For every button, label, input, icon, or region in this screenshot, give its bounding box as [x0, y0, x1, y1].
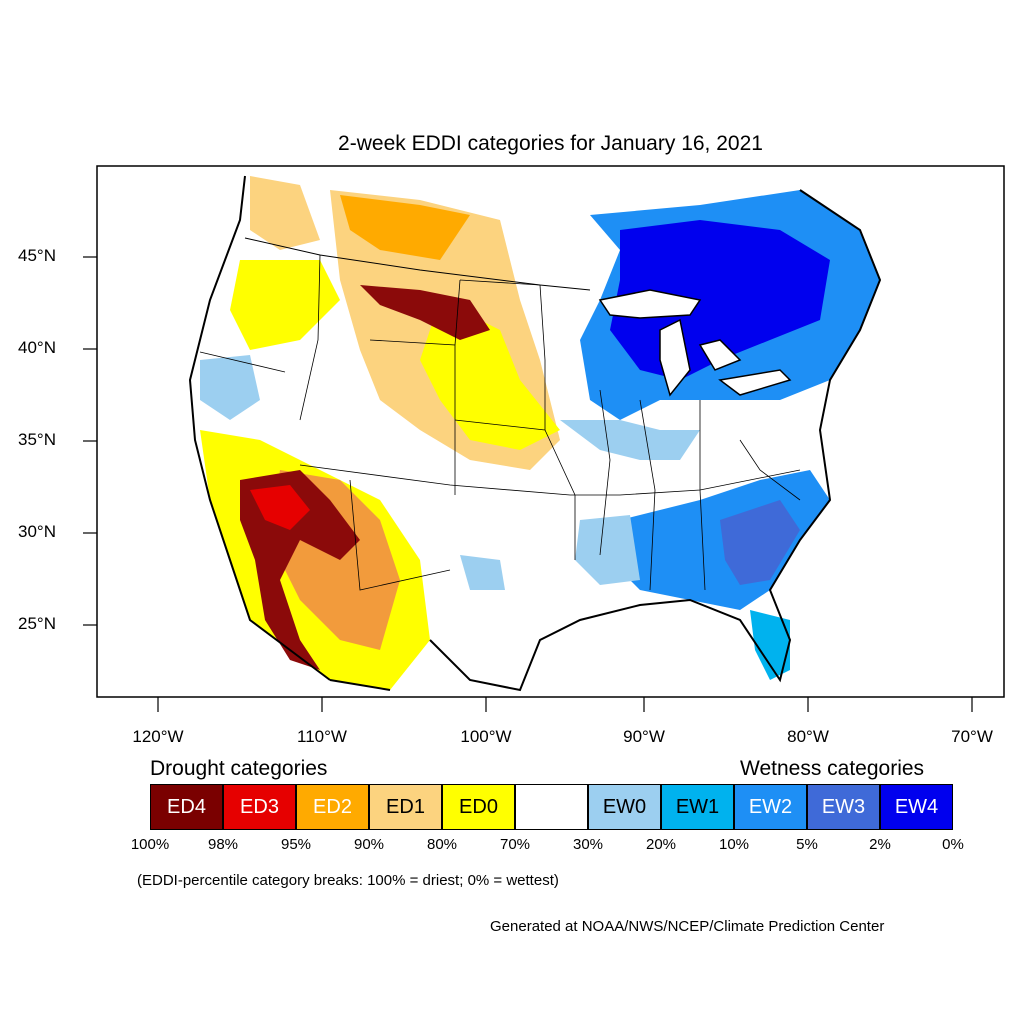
lon-label-100w: 100°W: [460, 727, 512, 746]
legend-box-ed2: ED2: [296, 784, 369, 830]
lon-label-90w: 90°W: [623, 727, 665, 746]
percent-break-label: 98%: [207, 836, 239, 853]
percent-break-label: 95%: [280, 836, 312, 853]
map-frame: [96, 165, 1005, 698]
region-ed3-southwest: [250, 485, 310, 530]
lat-label-35: 35°N: [18, 430, 56, 449]
percent-break-label: 70%: [499, 836, 531, 853]
lon-label-120w: 120°W: [132, 727, 184, 746]
percent-break-label: 100%: [130, 836, 170, 853]
canada-border: [244, 237, 591, 291]
legend-box-ew0: EW0: [588, 784, 661, 830]
percent-break-label: 5%: [796, 836, 818, 853]
lon-label-70w: 70°W: [951, 727, 993, 746]
wetness-heading: Wetness categories: [740, 757, 925, 780]
legend-box-ew1: EW1: [661, 784, 734, 830]
region-ew0-southeast: [575, 515, 640, 585]
axis-ticks: [83, 256, 973, 712]
lat-label-30: 30°N: [18, 522, 56, 541]
lon-label-110w: 110°W: [297, 727, 347, 746]
state-lines: [199, 254, 801, 591]
region-ew3-southeast: [720, 500, 800, 585]
lon-label-80w: 80°W: [787, 727, 829, 746]
region-ed0-northwest: [230, 260, 340, 350]
legend-box-ew3: EW3: [807, 784, 880, 830]
lat-label-45: 45°N: [18, 246, 56, 265]
percent-break-label: 80%: [426, 836, 458, 853]
credit-line: Generated at NOAA/NWS/NCEP/Climate Predi…: [490, 918, 885, 935]
percent-break-label: 2%: [869, 836, 891, 853]
region-ed1-northwest: [250, 176, 320, 250]
us-outline: [188, 175, 882, 692]
legend-box-ew4: EW4: [880, 784, 953, 830]
percent-break-label: 20%: [645, 836, 677, 853]
drought-heading: Drought categories: [150, 757, 328, 780]
great-lakes: [598, 289, 792, 397]
legend-box-ed1: ED1: [369, 784, 442, 830]
lat-label-25: 25°N: [18, 614, 56, 633]
region-ew0-midwest: [560, 420, 700, 460]
region-ew0-texas: [460, 555, 505, 590]
lat-label-40: 40°N: [18, 338, 56, 357]
legend-box-ed0: ED0: [442, 784, 515, 830]
percent-break-label: 10%: [718, 836, 750, 853]
legend-box-neutral: [515, 784, 588, 830]
region-ed4-dakotas: [360, 285, 490, 340]
legend-box-ed4: ED4: [150, 784, 223, 830]
percent-break-label: 30%: [572, 836, 604, 853]
map-field: [188, 175, 882, 692]
footnote: (EDDI-percentile category breaks: 100% =…: [137, 872, 559, 889]
legend-box-ew2: EW2: [734, 784, 807, 830]
legend-box-ed3: ED3: [223, 784, 296, 830]
percent-break-label: 90%: [353, 836, 385, 853]
map-title: 2-week EDDI categories for January 16, 2…: [338, 132, 763, 155]
region-ew1-florida: [750, 610, 790, 680]
region-ed2-montana: [340, 195, 470, 260]
region-ew0-west: [200, 355, 260, 420]
percent-break-label: 0%: [942, 836, 964, 853]
